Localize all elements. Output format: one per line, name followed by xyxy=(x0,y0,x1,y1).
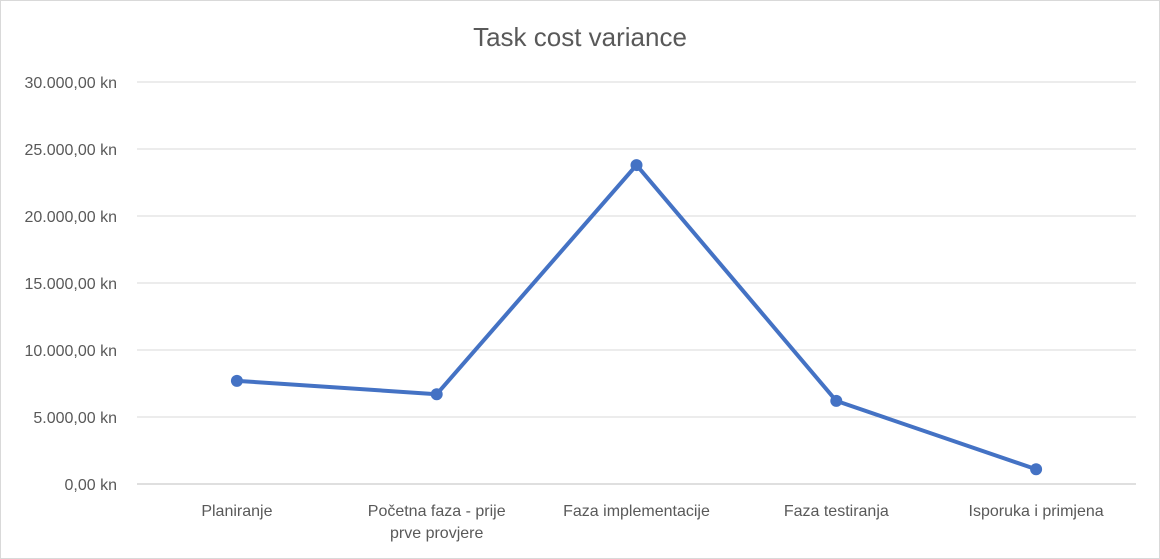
x-tick-label-line: Početna faza - prije xyxy=(368,503,506,520)
y-tick-label: 10.000,00 kn xyxy=(24,343,117,360)
y-tick-label: 0,00 kn xyxy=(65,477,117,494)
data-point xyxy=(1030,463,1043,476)
data-point xyxy=(430,388,443,401)
y-axis-labels: 0,00 kn 5.000,00 kn 10.000,00 kn 15.000,00 … xyxy=(24,75,117,494)
y-tick-label: 30.000,00 kn xyxy=(24,75,117,92)
x-tick-label: Planiranje xyxy=(201,503,272,520)
data-series xyxy=(230,159,1043,476)
x-tick-label: Faza implementacije xyxy=(563,503,710,520)
x-tick-label: Isporuka i primjena xyxy=(969,503,1104,520)
data-point xyxy=(630,159,643,172)
data-point xyxy=(830,394,843,407)
x-axis-labels: Planiranje Početna faza - prije prve provj… xyxy=(201,503,1103,542)
data-point xyxy=(230,374,243,387)
x-tick-label-line: Faza implementacije xyxy=(563,503,710,520)
y-tick-label: 15.000,00 kn xyxy=(24,276,117,293)
x-tick-label-line: Planiranje xyxy=(201,503,272,520)
x-tick-label-line: Isporuka i primjena xyxy=(969,503,1104,520)
series-line xyxy=(234,163,1039,472)
x-tick-label-line: Faza testiranja xyxy=(784,503,889,520)
y-tick-label: 25.000,00 kn xyxy=(24,142,117,159)
gridlines xyxy=(137,81,1136,485)
chart-title: Task cost variance xyxy=(473,22,687,52)
x-tick-label: Faza testiranja xyxy=(784,503,889,520)
x-tick-label-line: prve provjere xyxy=(390,525,483,542)
x-tick-label: Početna faza - prije prve provjere xyxy=(368,503,506,542)
y-tick-label: 5.000,00 kn xyxy=(33,410,117,427)
y-tick-label: 20.000,00 kn xyxy=(24,209,117,226)
